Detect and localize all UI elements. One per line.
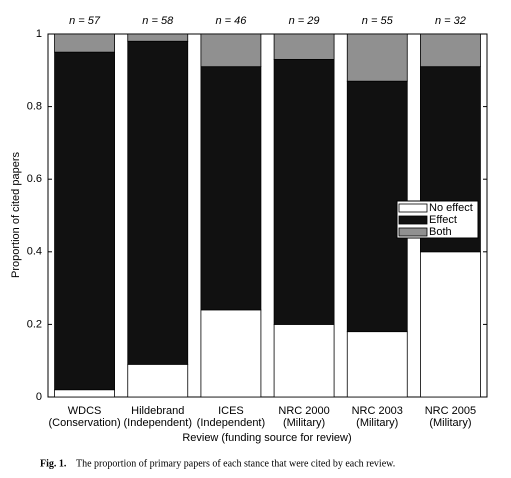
x-tick-label: NRC 2000 [278, 405, 329, 417]
y-tick-label: 0.6 [27, 173, 42, 185]
bar-segment [127, 363, 189, 398]
annotation: n = 58 [142, 15, 174, 27]
y-tick-label: 1 [36, 28, 42, 40]
bar-segment [420, 251, 481, 398]
x-tick-label: (Military) [429, 417, 471, 429]
x-tick-label: WDCS [68, 405, 102, 417]
y-axis-label: Proportion of cited papers [10, 152, 22, 278]
legend-label: Both [429, 226, 452, 238]
annotation: n = 32 [435, 15, 466, 27]
x-tick-label: (Independent) [197, 417, 266, 429]
bar-segment [273, 59, 335, 325]
annotation: n = 29 [289, 15, 320, 27]
x-tick-label: (Independent) [124, 417, 193, 429]
bar-segment [420, 33, 481, 68]
legend-swatch [398, 203, 428, 213]
x-tick-label: Hildebrand [131, 405, 184, 417]
x-tick-label: (Military) [283, 417, 325, 429]
x-tick-label: NRC 2003 [352, 405, 403, 417]
annotation: n = 46 [215, 15, 247, 27]
y-tick-label: 0.2 [27, 318, 42, 330]
bar-segment [273, 323, 335, 398]
bar-segment [127, 40, 189, 365]
legend-swatch [398, 215, 428, 225]
bar-segment [127, 33, 189, 42]
legend-label: Effect [429, 214, 457, 226]
bar-segment [273, 33, 335, 60]
caption-label: Fig. 1. [40, 458, 67, 469]
bar-segment [200, 309, 262, 398]
y-tick-label: 0.8 [27, 101, 42, 113]
bar-segment [54, 33, 115, 53]
bar-segment [54, 389, 115, 398]
legend-swatch [398, 227, 428, 237]
y-tick-label: 0 [36, 391, 42, 403]
legend-label: No effect [429, 202, 473, 214]
bar-segment [54, 51, 115, 391]
bar-segment [200, 33, 262, 68]
x-tick-label: ICES [218, 405, 244, 417]
x-axis-label: Review (funding source for review) [182, 432, 351, 444]
bar-segment [200, 66, 262, 311]
x-tick-label: (Military) [356, 417, 398, 429]
x-tick-label: NRC 2005 [425, 405, 476, 417]
caption-text: The proportion of primary papers of each… [76, 458, 395, 469]
plot-frame [47, 33, 488, 398]
bar-segment [346, 331, 408, 398]
bar-segment [346, 33, 408, 82]
y-tick-label: 0.4 [27, 246, 42, 258]
annotation: n = 57 [69, 15, 101, 27]
x-tick-label: (Conservation) [49, 417, 121, 429]
annotation: n = 55 [362, 15, 394, 27]
